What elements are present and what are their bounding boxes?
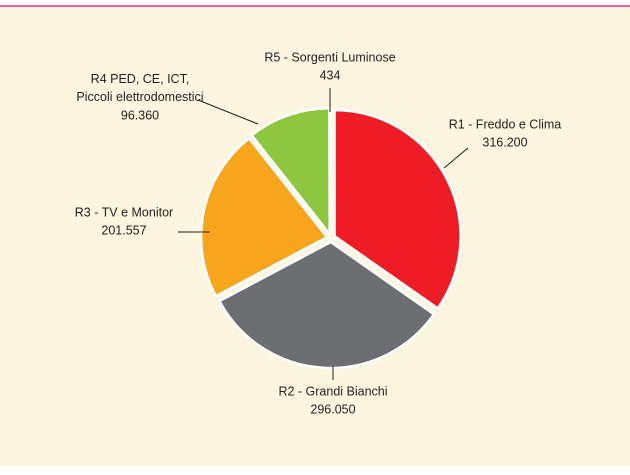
slice-value-label: 434	[320, 68, 341, 82]
slice-value-label: 296.050	[310, 402, 355, 416]
slice-label: R5 - Sorgenti Luminose	[264, 50, 395, 64]
slice-label: R2 - Grandi Bianchi	[278, 384, 387, 398]
slice-value-label: 96.360	[121, 108, 159, 122]
slice-value-label: 316.200	[482, 135, 527, 149]
slice-value-label: 201.557	[101, 223, 146, 237]
slice-label: R3 - TV e Monitor	[75, 205, 173, 219]
slice-label: R1 - Freddo e Clima	[449, 117, 562, 131]
